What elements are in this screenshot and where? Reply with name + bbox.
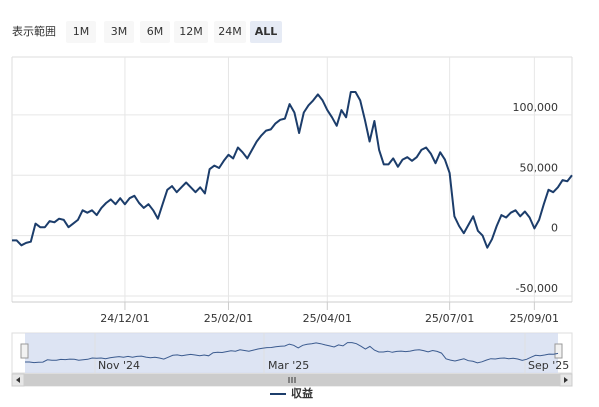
- x-tick-label: 24/12/01: [100, 312, 149, 325]
- range-button[interactable]: [104, 21, 134, 43]
- scrollbar-grip: [288, 377, 296, 383]
- navigator-line: [25, 342, 559, 364]
- range-button-label[interactable]: 12M: [179, 25, 203, 38]
- y-tick-label: -50,000: [516, 282, 558, 295]
- range-button: [214, 21, 246, 43]
- x-tick-label: 25/09/01: [510, 312, 559, 325]
- x-tick-label: 25/02/01: [204, 312, 253, 325]
- range-button-label: 24M: [218, 25, 242, 38]
- range-button[interactable]: [66, 21, 96, 43]
- navigator-label: Nov '24: [98, 359, 140, 372]
- range-button-label[interactable]: 3M: [111, 25, 128, 38]
- navigator-label: Mar '25: [268, 359, 309, 372]
- x-tick-label: 25/07/01: [425, 312, 474, 325]
- y-tick-label: 100,000: [513, 101, 559, 114]
- arrow-right: [564, 377, 568, 383]
- arrow-left: [16, 377, 20, 383]
- range-button-label[interactable]: 1M: [73, 25, 90, 38]
- navigator-handle[interactable]: [554, 343, 563, 359]
- range-button[interactable]: [174, 21, 208, 43]
- range-button-label[interactable]: ALL: [255, 25, 278, 38]
- navigator: [11, 332, 573, 387]
- x-tick-label: 25/04/01: [303, 312, 352, 325]
- y-tick-label: 0: [551, 222, 558, 235]
- series-line: [12, 91, 573, 249]
- legend-label[interactable]: 収益: [291, 386, 313, 400]
- navigator-mask: [25, 333, 558, 373]
- range-button-label[interactable]: 6M: [147, 25, 164, 38]
- navigator-label: Sep '25: [528, 359, 569, 372]
- range-label: 表示範囲: [12, 24, 56, 38]
- navigator-handle[interactable]: [20, 343, 29, 359]
- y-tick-label: 50,000: [520, 161, 559, 174]
- range-button[interactable]: [250, 21, 282, 43]
- range-button[interactable]: [140, 21, 170, 43]
